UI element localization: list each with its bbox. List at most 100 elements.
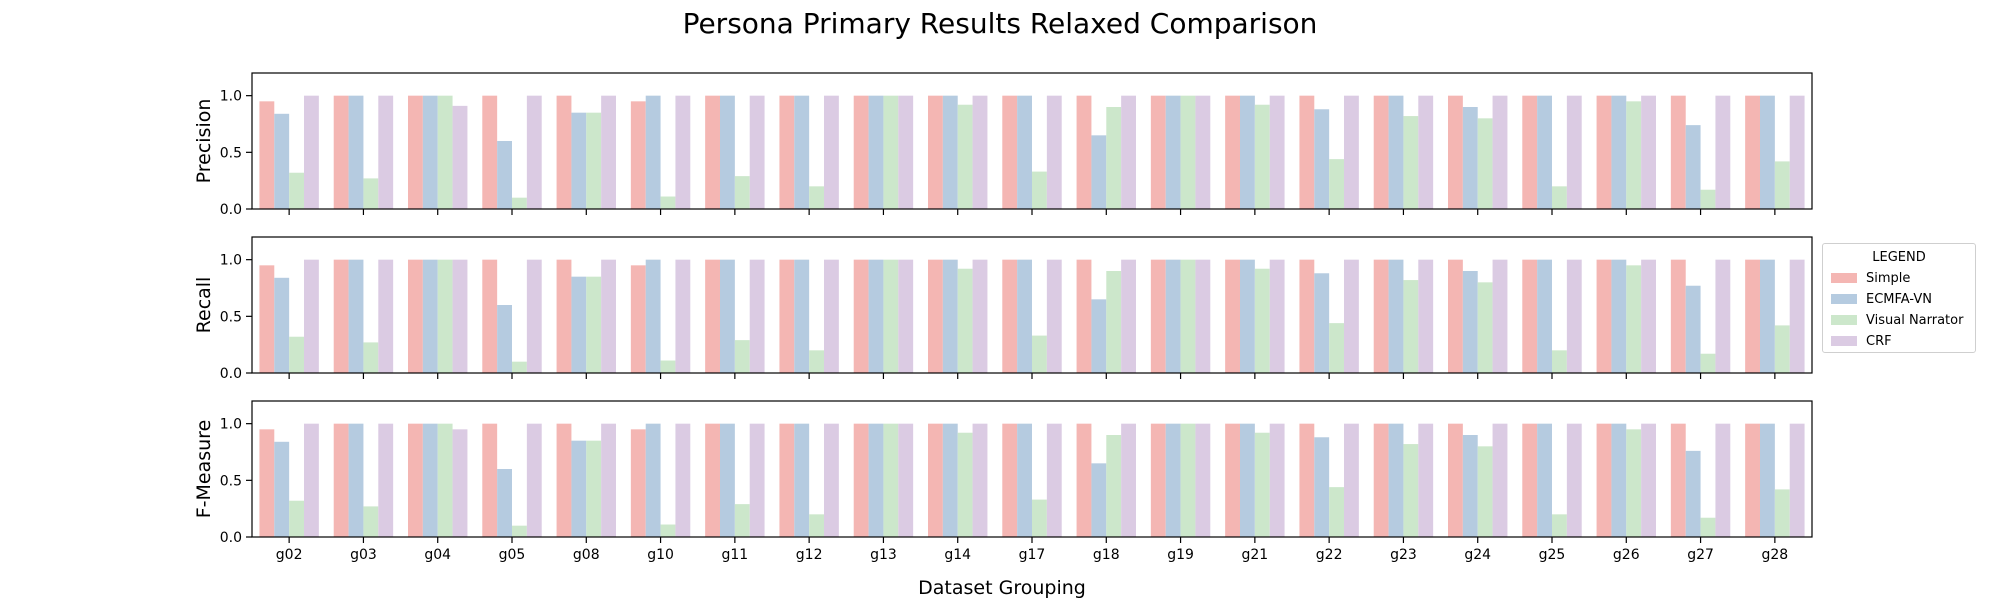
bar-f-measure-visual-narrator-g11: [734, 504, 750, 537]
bar-precision-ecmfa-vn-g17: [1017, 95, 1032, 209]
bar-precision-simple-g26: [1596, 95, 1612, 209]
bar-precision-simple-g21: [1225, 95, 1240, 209]
bar-f-measure-visual-narrator-g02: [289, 500, 304, 537]
bar-precision-ecmfa-vn-g25: [1537, 95, 1552, 209]
bar-precision-visual-narrator-g17: [1032, 171, 1047, 209]
bar-recall-simple-g18: [1076, 259, 1092, 373]
bar-f-measure-visual-narrator-g14: [957, 432, 973, 537]
bar-f-measure-simple-g11: [705, 423, 720, 537]
bar-precision-simple-g12: [779, 95, 795, 209]
bar-recall-simple-g14: [928, 259, 943, 373]
bar-precision-ecmfa-vn-g10: [645, 95, 661, 209]
bar-recall-visual-narrator-g02: [289, 336, 304, 373]
bar-precision-ecmfa-vn-g22: [1314, 109, 1330, 209]
bar-precision-crf-g22: [1344, 95, 1359, 209]
y-tick-label: 0.5: [220, 473, 242, 489]
bar-recall-crf-g18: [1121, 259, 1136, 373]
bar-recall-visual-narrator-g28: [1774, 325, 1790, 373]
bar-precision-crf-g28: [1789, 95, 1805, 209]
bar-precision-ecmfa-vn-g04: [422, 95, 438, 209]
bar-precision-visual-narrator-g14: [957, 104, 973, 209]
bar-recall-simple-g10: [630, 265, 646, 373]
bar-precision-visual-narrator-g04: [437, 95, 453, 209]
bar-f-measure-crf-g21: [1269, 423, 1285, 537]
bar-f-measure-ecmfa-vn-g26: [1611, 423, 1627, 537]
bar-precision-visual-narrator-g24: [1477, 118, 1493, 209]
bar-recall-ecmfa-vn-g11: [720, 259, 735, 373]
bar-precision-crf-g25: [1566, 95, 1582, 209]
bar-recall-visual-narrator-g05: [512, 361, 527, 373]
bar-recall-simple-g19: [1150, 259, 1166, 373]
bar-precision-visual-narrator-g21: [1254, 104, 1270, 209]
bar-recall-crf-g23: [1418, 259, 1434, 373]
bar-precision-simple-g05: [482, 95, 498, 209]
bar-f-measure-crf-g12: [824, 423, 839, 537]
legend-swatch-simple: [1831, 273, 1857, 283]
bar-f-measure-simple-g05: [482, 423, 498, 537]
bar-precision-visual-narrator-g25: [1552, 186, 1567, 209]
legend-item-crf: CRF: [1831, 332, 1892, 350]
bar-recall-crf-g22: [1344, 259, 1359, 373]
bar-precision-crf-g02: [304, 95, 319, 209]
bar-recall-visual-narrator-g13: [883, 259, 899, 373]
legend-title: LEGEND: [1872, 250, 1926, 265]
bar-precision-visual-narrator-g18: [1106, 107, 1122, 209]
bar-f-measure-simple-g17: [1002, 423, 1018, 537]
y-tick-label: 0.0: [220, 202, 242, 218]
bar-precision-ecmfa-vn-g18: [1091, 135, 1107, 209]
x-tick-label: g24: [1464, 547, 1491, 563]
chart-panels: 0.0 0.5 1.0 Precision 0.0 0.5 1.0 Recall 0.0 0.5 1…: [193, 72, 1813, 563]
bar-precision-visual-narrator-g26: [1626, 101, 1642, 209]
bar-recall-simple-g25: [1522, 259, 1538, 373]
x-tick-label: g13: [870, 547, 897, 563]
bar-f-measure-visual-narrator-g25: [1552, 514, 1567, 537]
x-tick-label: g25: [1539, 547, 1566, 563]
bar-f-measure-crf-g28: [1789, 423, 1805, 537]
bar-precision-simple-g18: [1076, 95, 1092, 209]
x-tick-label: g04: [424, 547, 451, 563]
bar-f-measure-ecmfa-vn-g13: [868, 423, 884, 537]
bar-f-measure-simple-g19: [1150, 423, 1166, 537]
x-tick-label: g03: [350, 547, 377, 563]
bar-f-measure-simple-g08: [556, 423, 572, 537]
legend: LEGEND Simple ECMFA-VN Visual Narrator C…: [1822, 243, 1976, 353]
bar-f-measure-ecmfa-vn-g03: [348, 423, 364, 537]
bar-f-measure-visual-narrator-g03: [363, 506, 379, 537]
bar-precision-crf-g27: [1715, 95, 1731, 209]
bar-recall-visual-narrator-g04: [437, 259, 453, 373]
x-tick-label: g26: [1613, 547, 1640, 563]
bar-precision-crf-g18: [1121, 95, 1136, 209]
bar-f-measure-visual-narrator-g21: [1254, 432, 1270, 537]
bar-f-measure-ecmfa-vn-g28: [1760, 423, 1775, 537]
x-tick-label: g14: [944, 547, 971, 563]
y-tick-label: 0.0: [220, 530, 242, 546]
bar-recall-simple-g12: [779, 259, 795, 373]
bar-recall-simple-g21: [1225, 259, 1240, 373]
bar-f-measure-visual-narrator-g17: [1032, 499, 1047, 537]
bar-precision-crf-g23: [1418, 95, 1434, 209]
bar-recall-crf-g27: [1715, 259, 1731, 373]
x-tick-label: g05: [499, 547, 526, 563]
bar-recall-ecmfa-vn-g17: [1017, 259, 1032, 373]
bar-precision-crf-g13: [898, 95, 914, 209]
bar-recall-ecmfa-vn-g02: [274, 277, 290, 373]
bar-f-measure-crf-g23: [1418, 423, 1434, 537]
bar-f-measure-simple-g24: [1448, 423, 1463, 537]
x-tick-label: g23: [1390, 547, 1417, 563]
bar-recall-visual-narrator-g11: [734, 340, 750, 373]
x-axis-label: Dataset Grouping: [918, 577, 1086, 599]
bar-recall-ecmfa-vn-g25: [1537, 259, 1552, 373]
bar-f-measure-ecmfa-vn-g27: [1685, 450, 1701, 537]
bar-recall-simple-g23: [1373, 259, 1389, 373]
bar-recall-ecmfa-vn-g03: [348, 259, 364, 373]
bar-f-measure-visual-narrator-g12: [809, 514, 824, 537]
bar-recall-crf-g04: [452, 259, 468, 373]
bar-f-measure-crf-g19: [1195, 423, 1211, 537]
legend-item-simple: Simple: [1831, 269, 1910, 287]
bar-recall-ecmfa-vn-g19: [1165, 259, 1181, 373]
bar-f-measure-visual-narrator-g19: [1180, 423, 1196, 537]
bar-f-measure-visual-narrator-g08: [586, 440, 602, 537]
bar-recall-crf-g05: [526, 259, 542, 373]
bar-f-measure-simple-g28: [1745, 423, 1760, 537]
bar-f-measure-ecmfa-vn-g04: [422, 423, 438, 537]
